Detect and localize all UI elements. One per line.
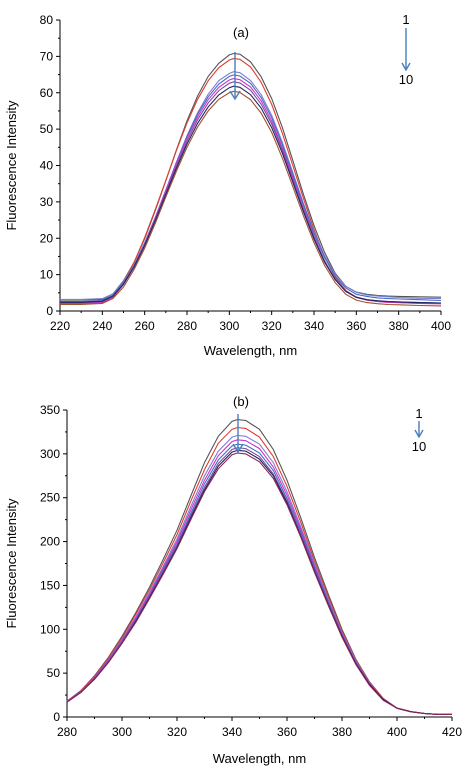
y-tick-label: 0: [46, 304, 53, 318]
legend-end-label: 10: [399, 72, 413, 87]
x-tick-label: 400: [431, 319, 451, 333]
x-tick-label: 280: [177, 319, 197, 333]
x-tick-label: 340: [222, 725, 242, 739]
y-tick-label: 200: [40, 535, 60, 549]
series-line-4: [60, 74, 442, 303]
x-tick-label: 300: [112, 725, 132, 739]
x-tick-label: 280: [57, 725, 77, 739]
y-tick-label: 20: [40, 231, 54, 245]
y-tick-label: 100: [40, 622, 60, 636]
x-tick-label: 220: [50, 319, 70, 333]
y-tick-label: 60: [40, 86, 54, 100]
series-line-4: [66, 439, 452, 715]
y-tick-label: 30: [40, 195, 54, 209]
x-tick-label: 420: [442, 725, 462, 739]
series-line-3: [60, 71, 442, 300]
series-line-8: [66, 452, 452, 715]
series-line-8: [60, 90, 442, 307]
x-tick-label: 340: [304, 319, 324, 333]
series-line-5: [66, 443, 452, 715]
panel-label: (a): [233, 25, 249, 40]
y-axis-label: Fluorescence Intensity: [4, 100, 19, 231]
x-axis-label: Wavelength, nm: [204, 343, 297, 358]
series-line-7: [60, 85, 442, 304]
y-tick-label: 350: [40, 403, 60, 417]
legend-arrow-head: [414, 429, 424, 439]
trend-arrow-head: [232, 443, 244, 454]
y-tick-label: 300: [40, 447, 60, 461]
y-tick-label: 70: [40, 49, 54, 63]
y-tick-label: 150: [40, 578, 60, 592]
series-line-5: [60, 78, 442, 305]
series-line-2: [66, 426, 452, 715]
x-tick-label: 300: [219, 319, 239, 333]
x-tick-label: 360: [346, 319, 366, 333]
panel-label: (b): [233, 394, 249, 409]
x-tick-label: 380: [332, 725, 352, 739]
y-tick-label: 50: [47, 666, 61, 680]
x-axis-label: Wavelength, nm: [213, 751, 306, 766]
x-tick-label: 240: [92, 319, 112, 333]
chart-panel-b: 0 50 100 150 200 250 300 350 280 300 320 340 360 380 4…: [4, 394, 462, 766]
y-tick-label: 80: [40, 13, 54, 27]
x-tick-label: 320: [167, 725, 187, 739]
legend-start-label: 1: [415, 406, 422, 421]
y-tick-label: 50: [40, 122, 54, 136]
chart-panel-a: 0 10 20 30 40 50 60 70 80 220 240 260 280 300 320 340 36…: [4, 12, 451, 358]
series-line-6: [66, 447, 452, 715]
y-axis-label: Fluorescence Intensity: [4, 498, 19, 629]
y-tick-label: 250: [40, 491, 60, 505]
x-tick-label: 400: [387, 725, 407, 739]
x-tick-label: 260: [135, 319, 155, 333]
series-line-3: [66, 434, 452, 715]
series-line-1: [66, 419, 452, 715]
x-tick-label: 360: [277, 725, 297, 739]
y-tick-label: 0: [53, 710, 60, 724]
series-line-6: [60, 81, 442, 304]
y-tick-label: 40: [40, 159, 54, 173]
legend-start-label: 1: [402, 12, 409, 27]
y-tick-label: 10: [40, 268, 54, 282]
legend-end-label: 10: [412, 439, 426, 454]
series-line-7: [66, 449, 452, 715]
x-tick-label: 320: [262, 319, 282, 333]
x-tick-label: 380: [389, 319, 409, 333]
trend-arrow-head: [229, 90, 241, 101]
legend-arrow-head: [401, 62, 411, 72]
